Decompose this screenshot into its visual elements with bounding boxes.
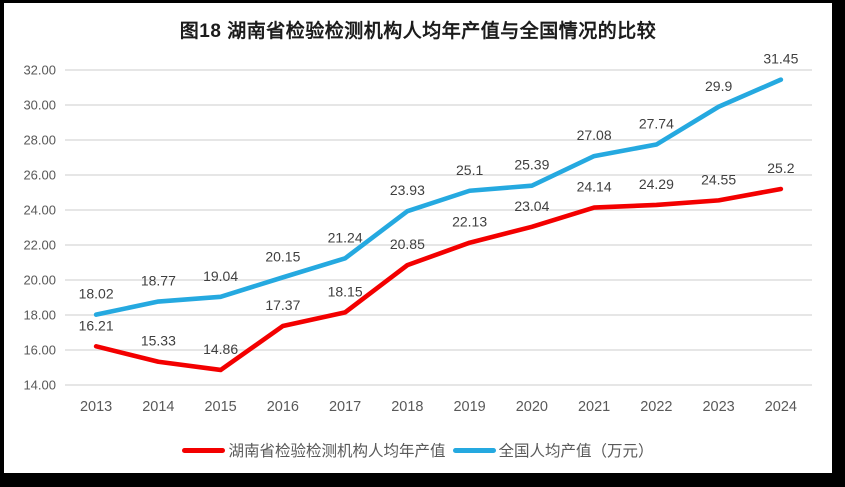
x-tick-label: 2014 [142,399,174,415]
data-label: 15.33 [141,333,176,349]
y-tick-label: 16.00 [23,343,56,358]
x-tick-label: 2020 [516,399,548,415]
legend-swatch-national-line [452,447,496,453]
chart-title: 图18 湖南省检验检测机构人均年产值与全国情况的比较 [179,21,657,42]
series-line-national [93,77,784,317]
y-tick-label: 14.00 [23,378,56,393]
y-tick-label: 30.00 [23,98,56,113]
x-tick-label: 2021 [578,399,610,415]
x-tick-label: 2023 [702,399,734,415]
data-label: 18.15 [328,283,363,299]
data-label: 27.08 [577,127,612,143]
chart-canvas: 图18 湖南省检验检测机构人均年产值与全国情况的比较 14.00 16.00 18.… [4,3,832,473]
data-label: 20.15 [265,248,300,264]
legend-item-national: 全国人均产值（万元） [452,439,654,461]
data-label: 22.13 [452,214,487,230]
x-tick-label: 2024 [765,399,797,415]
legend-label-hunan: 湖南省检验检测机构人均年产值 [228,443,446,460]
data-label: 14.86 [203,341,238,357]
x-tick-label: 2022 [640,399,672,415]
y-tick-label: 32.00 [23,63,56,78]
legend-label-national: 全国人均产值（万元） [498,443,654,460]
x-tick-label: 2013 [80,399,112,415]
y-tick-label: 26.00 [23,168,56,183]
x-tick-label: 2017 [329,399,361,415]
legend-item-hunan: 湖南省检验检测机构人均年产值 [182,439,446,461]
data-label: 27.74 [639,116,674,132]
data-label: 23.04 [514,198,549,214]
data-label: 25.1 [456,162,483,178]
data-label: 21.24 [328,229,363,245]
data-label: 20.85 [390,236,425,252]
data-label: 25.39 [514,157,549,173]
data-label: 24.14 [577,179,612,195]
y-tick-label: 28.00 [23,133,56,148]
plot-area: 14.00 16.00 18.00 20.00 22.00 24.00 26.00 28.00… [23,51,812,415]
data-label: 18.77 [141,273,176,289]
data-label: 29.9 [705,78,732,94]
data-label: 19.04 [203,268,238,284]
data-label: 31.45 [763,51,798,67]
y-tick-label: 20.00 [23,273,56,288]
data-label: 16.21 [79,317,114,333]
y-tick-label: 18.00 [23,308,56,323]
data-label: 17.37 [265,297,300,313]
data-label: 23.93 [390,182,425,198]
data-label: 24.29 [639,176,674,192]
data-label: 24.55 [701,171,736,187]
data-label: 25.2 [767,160,794,176]
x-tick-label: 2019 [453,399,485,415]
legend-swatch-hunan-line [182,447,226,453]
x-tick-label: 2015 [204,399,236,415]
y-tick-label: 24.00 [23,203,56,218]
x-tick-label: 2018 [391,399,423,415]
x-tick-label: 2016 [267,399,299,415]
data-label: 18.02 [79,286,114,302]
series-line-hunan [93,186,784,373]
legend: 湖南省检验检测机构人均年产值 全国人均产值（万元） [4,437,832,463]
y-tick-label: 22.00 [23,238,56,253]
